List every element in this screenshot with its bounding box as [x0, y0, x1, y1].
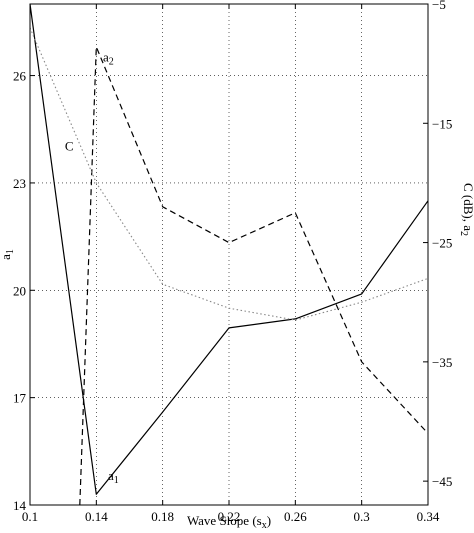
plot-frame [29, 3, 429, 506]
y-axis-right-title: C (dB), a2 [458, 183, 474, 236]
series-line-c [29, 27, 429, 321]
y-axis-left-title: a1 [0, 249, 16, 260]
axis-ticks [29, 3, 429, 506]
series-line-a1 [29, 3, 429, 495]
y-left-tick-label: 26 [13, 69, 27, 84]
series-label-c: C [65, 139, 74, 154]
y-right-tick-label: −45 [432, 474, 452, 489]
y-left-tick-label: 23 [13, 176, 26, 191]
y-right-tick-label: −15 [432, 116, 452, 131]
x-tick-label: 0.34 [417, 509, 440, 524]
x-tick-label: 0.3 [354, 509, 370, 524]
y-left-tick-label: 20 [13, 283, 26, 298]
x-tick-label: 0.1 [22, 509, 38, 524]
y-right-tick-label: −35 [432, 355, 452, 370]
x-tick-label: 0.14 [85, 509, 108, 524]
series-lines [29, 3, 429, 506]
y-right-tick-label: −25 [432, 236, 452, 251]
series-label-a1: a1 [108, 468, 119, 486]
x-tick-label: 0.18 [151, 509, 174, 524]
series-label-a2: a2 [103, 49, 114, 67]
x-tick-label: 0.26 [284, 509, 307, 524]
x-axis-title: Wave Slope (sx) [187, 513, 271, 531]
y-right-tick-label: −5 [432, 0, 446, 12]
y-left-tick-label: 14 [13, 498, 27, 513]
series-labels: a1 a2 C [65, 49, 119, 486]
x-tick-label: 0.22 [218, 509, 241, 524]
grid-lines [30, 4, 428, 505]
series-line-a2 [79, 46, 429, 506]
axis-tick-labels: 0.1 0.14 0.18 0.22 0.26 0.3 0.34 14 17 20 23 26 −45 −… [13, 0, 452, 524]
y-left-tick-label: 17 [13, 391, 27, 406]
